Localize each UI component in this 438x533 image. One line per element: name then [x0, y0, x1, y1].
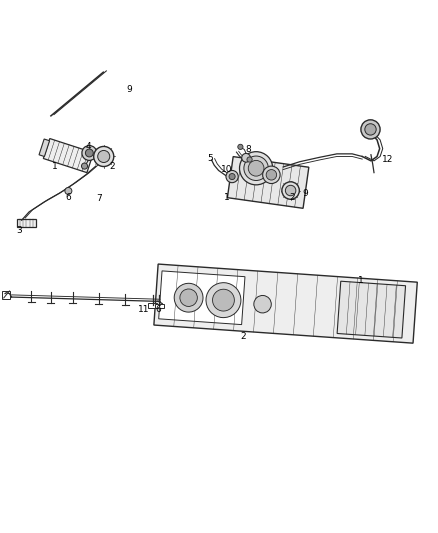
Text: 4: 4: [85, 142, 91, 151]
Circle shape: [247, 157, 252, 162]
Bar: [227, 157, 309, 208]
Circle shape: [282, 182, 299, 199]
Circle shape: [82, 146, 97, 160]
Text: 5: 5: [207, 154, 213, 163]
Circle shape: [229, 174, 235, 180]
Text: 8: 8: [245, 146, 251, 155]
Bar: [155, 304, 163, 309]
Circle shape: [180, 289, 198, 306]
Text: 1: 1: [224, 193, 230, 203]
Circle shape: [361, 120, 380, 139]
Circle shape: [286, 185, 296, 196]
Text: 9: 9: [127, 85, 132, 94]
Bar: [17, 220, 35, 227]
Circle shape: [254, 295, 271, 313]
Text: 1: 1: [53, 161, 58, 171]
Circle shape: [98, 150, 110, 163]
Circle shape: [242, 154, 251, 162]
Text: 2: 2: [290, 193, 295, 202]
Text: 6: 6: [66, 193, 71, 202]
Circle shape: [365, 124, 376, 135]
Circle shape: [248, 160, 264, 176]
Bar: [159, 271, 245, 325]
Text: 6: 6: [155, 305, 161, 314]
Circle shape: [206, 282, 241, 318]
Bar: [154, 264, 417, 343]
Circle shape: [266, 169, 277, 180]
Circle shape: [244, 156, 268, 181]
Text: 12: 12: [382, 155, 394, 164]
Circle shape: [174, 284, 203, 312]
Text: 1: 1: [358, 276, 364, 285]
Text: 9: 9: [303, 189, 308, 198]
Circle shape: [240, 152, 273, 185]
Circle shape: [85, 149, 93, 157]
Bar: [39, 139, 49, 157]
Text: 3: 3: [16, 226, 22, 235]
Text: 7: 7: [96, 195, 102, 203]
Text: 2: 2: [240, 332, 246, 341]
Circle shape: [81, 163, 88, 169]
Bar: [2, 290, 10, 299]
Bar: [337, 281, 406, 338]
Bar: [43, 139, 93, 173]
Circle shape: [263, 166, 280, 183]
Text: 10: 10: [221, 165, 233, 174]
Text: 2: 2: [109, 163, 115, 172]
Circle shape: [238, 144, 243, 149]
Circle shape: [226, 171, 238, 183]
Circle shape: [212, 289, 234, 311]
Circle shape: [65, 188, 72, 195]
Bar: [148, 303, 157, 308]
Text: 11: 11: [138, 305, 149, 314]
Circle shape: [94, 147, 114, 166]
